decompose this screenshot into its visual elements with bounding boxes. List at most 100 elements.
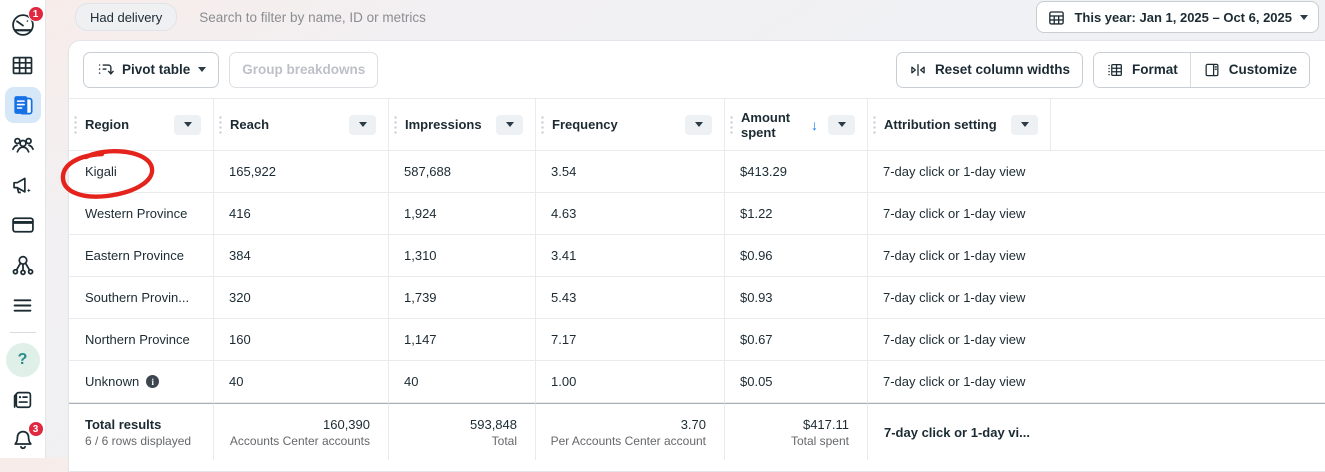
cell-frequency: 1.00 (536, 361, 725, 403)
bell-icon (9, 426, 37, 454)
chevron-down-icon (694, 122, 703, 127)
column-label: Region (85, 117, 130, 132)
sidebar-item-reports[interactable] (4, 87, 41, 123)
column-menu-button[interactable] (1011, 114, 1038, 135)
totals-rows-displayed: 6 / 6 rows displayed (85, 433, 192, 448)
table-toolbar: Pivot table Group breakdowns Reset colum… (69, 41, 1325, 98)
column-menu-button[interactable] (349, 114, 376, 135)
reports-icon (10, 92, 36, 118)
cell-attribution: 7-day click or 1-day view (868, 361, 1051, 403)
cell-impressions: 40 (389, 361, 536, 403)
cell-region: Southern Provin... (69, 277, 214, 319)
group-breakdowns-button[interactable]: Group breakdowns (229, 51, 379, 88)
cell-impressions: 587,688 (389, 151, 536, 193)
totals-cell-filler (1051, 403, 1325, 460)
drag-handle-dots[interactable] (219, 114, 222, 135)
column-header-impressions: Impressions (389, 98, 536, 151)
column-menu-button[interactable] (174, 114, 201, 135)
cell-frequency: 3.54 (536, 151, 725, 193)
column-header-reach: Reach (214, 98, 389, 151)
format-button[interactable]: Format (1093, 52, 1190, 87)
cell-filler (1051, 193, 1325, 235)
drag-handle-dots[interactable] (730, 114, 733, 135)
cell-filler (1051, 277, 1325, 319)
sidebar-item-overview[interactable]: 1 (5, 6, 44, 40)
column-menu-button[interactable] (496, 114, 523, 135)
cell-impressions: 1,924 (389, 193, 536, 235)
format-customize-group: Format Customize (1092, 51, 1310, 88)
totals-cell-impressions: 593,848 Total (389, 403, 536, 460)
menu-lines-icon (9, 292, 36, 319)
credit-card-icon (9, 211, 37, 239)
cell-region: Western Province (69, 193, 214, 235)
info-icon[interactable]: i (146, 375, 160, 388)
totals-title: Total results (85, 416, 162, 432)
sidebar-item-ads[interactable] (5, 170, 41, 200)
reset-columns-icon (909, 61, 927, 79)
totals-impressions-label: Total (491, 433, 517, 448)
column-label: Reach (230, 117, 270, 132)
date-range-button[interactable]: This year: Jan 1, 2025 – Oct 6, 2025 (1036, 1, 1319, 33)
filter-chip-had-delivery[interactable]: Had delivery (75, 3, 178, 31)
cell-amount-spent: $1.22 (725, 193, 868, 235)
cell-filler (1051, 151, 1325, 193)
help-button[interactable]: ? (5, 343, 40, 377)
search-input[interactable] (197, 8, 722, 26)
chevron-down-icon (1020, 122, 1029, 127)
sort-desc-icon[interactable]: ↓ (811, 116, 818, 133)
drag-handle-dots[interactable] (394, 114, 397, 135)
sidebar-item-audiences[interactable] (5, 130, 41, 160)
column-label: Frequency (552, 117, 618, 132)
people-icon (9, 131, 37, 159)
pivot-table-button[interactable]: Pivot table (83, 51, 220, 88)
cell-impressions: 1,147 (389, 319, 536, 361)
column-menu-button[interactable] (685, 114, 712, 135)
notification-badge: 3 (27, 421, 44, 437)
customize-label: Customize (1228, 62, 1297, 77)
chevron-down-icon (1300, 14, 1308, 20)
pivot-table-icon (96, 61, 114, 79)
chevron-down-icon (837, 122, 846, 127)
pivot-table-label: Pivot table (122, 62, 191, 77)
totals-reach-label: Accounts Center accounts (229, 433, 370, 448)
cell-amount-spent: $0.05 (725, 361, 868, 403)
cell-reach: 320 (214, 277, 389, 319)
column-header-amount-spent: Amount spent ↓ (725, 98, 868, 151)
drag-handle-dots[interactable] (873, 114, 876, 135)
totals-cell-amount-spent: $417.11 Total spent (725, 403, 868, 460)
sidebar-item-assets[interactable] (5, 250, 41, 280)
sidebar-item-campaigns-table[interactable] (5, 50, 41, 80)
totals-cell-reach: 160,390 Accounts Center accounts (214, 403, 389, 460)
cell-reach: 165,922 (214, 151, 389, 193)
drag-handle-dots[interactable] (74, 114, 77, 135)
sidebar-item-updates[interactable] (5, 385, 41, 415)
cell-region: Unknown i (69, 361, 214, 403)
report-card: Pivot table Group breakdowns Reset colum… (68, 40, 1325, 472)
cell-attribution: 7-day click or 1-day view (868, 319, 1051, 361)
cell-frequency: 3.41 (536, 235, 725, 277)
column-label: Attribution setting (884, 117, 997, 132)
reset-column-widths-button[interactable]: Reset column widths (895, 51, 1083, 88)
sidebar-item-all-tools[interactable] (5, 290, 41, 320)
drag-handle-dots[interactable] (541, 114, 544, 135)
cell-impressions: 1,310 (389, 235, 536, 277)
totals-impressions-value: 593,848 (470, 416, 517, 432)
hierarchy-icon (9, 251, 37, 279)
cell-amount-spent: $413.29 (725, 151, 868, 193)
customize-icon (1203, 61, 1221, 79)
totals-amount-label: Total spent (790, 433, 849, 448)
date-range-label: This year: Jan 1, 2025 – Oct 6, 2025 (1074, 9, 1292, 25)
cell-reach: 416 (214, 193, 389, 235)
totals-amount-value: $417.11 (802, 416, 849, 432)
top-filter-bar: Had delivery This year: Jan 1, 2025 – Oc… (45, 0, 1325, 34)
totals-attribution-value: 7-day click or 1-day vi... (884, 424, 1030, 440)
cell-region: Eastern Province (69, 235, 214, 277)
gauge-icon (9, 11, 37, 39)
column-menu-button[interactable] (828, 114, 855, 135)
sidebar-item-notifications[interactable]: 3 (5, 421, 44, 455)
notification-badge: 1 (27, 6, 44, 22)
cell-attribution: 7-day click or 1-day view (868, 151, 1051, 193)
chevron-down-icon (183, 122, 192, 127)
customize-button[interactable]: Customize (1189, 52, 1309, 87)
sidebar-item-billing[interactable] (5, 210, 41, 240)
